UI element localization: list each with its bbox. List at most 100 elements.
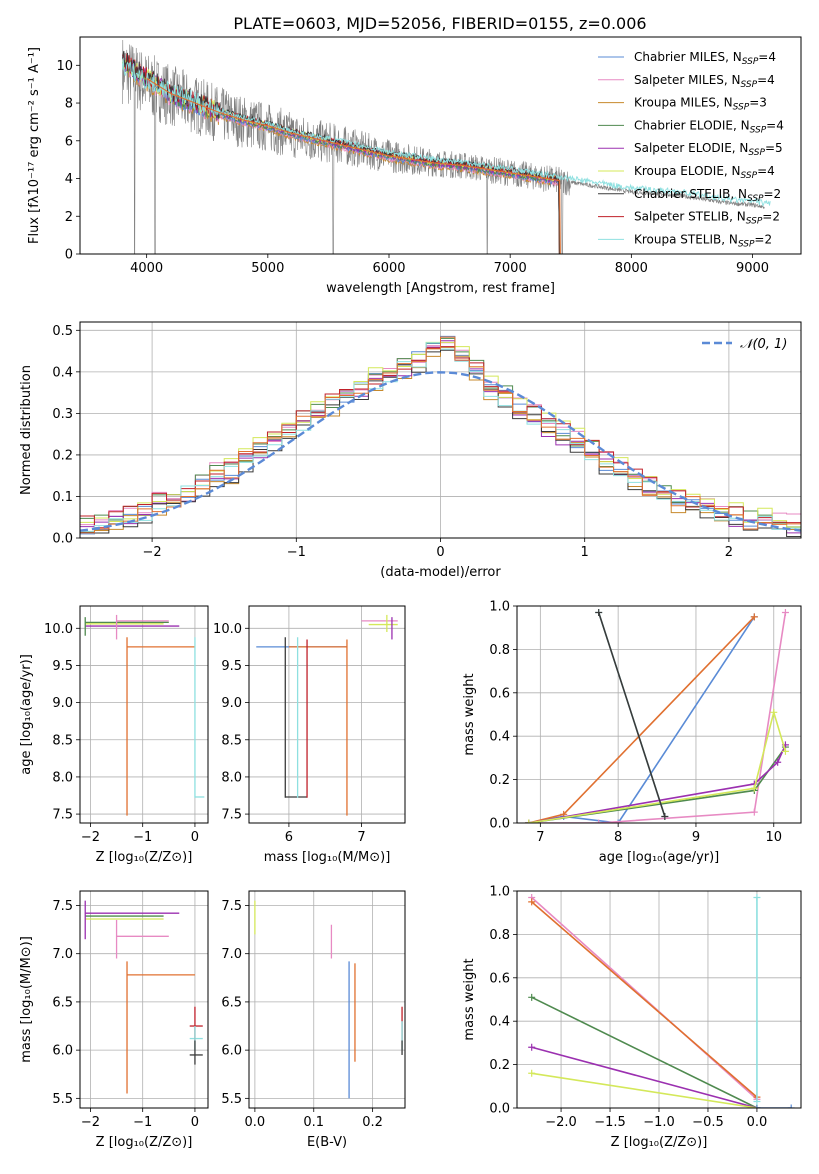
model-spectrum <box>121 59 563 254</box>
y-axis-label: mass [log₁₀(M/M⊙)] <box>19 936 34 1063</box>
weight-point <box>528 1069 536 1077</box>
x-tick-label: 10 <box>765 830 782 845</box>
weight-series-line <box>528 744 787 823</box>
legend-entry: Chabrier STELIB, NSSP=2 <box>634 187 781 204</box>
y-axis-label: mass weight <box>462 673 477 755</box>
model-spectrum-orange <box>146 78 564 254</box>
axes-frame <box>516 890 802 1109</box>
y-tick-label: 8.0 <box>221 770 242 785</box>
x-tick-label: −1.5 <box>594 1115 626 1130</box>
weight-series-line <box>531 901 758 1098</box>
axes-frame <box>248 890 406 1109</box>
legend-entry: Salpeter MILES, NSSP=4 <box>634 73 775 90</box>
legend-sub: SSP <box>742 57 759 67</box>
axes-frame <box>516 605 802 824</box>
weight-series-line <box>597 612 666 817</box>
axes-frame <box>79 605 209 824</box>
model-spectrum <box>122 54 563 254</box>
legend-suffix: =2 <box>754 232 772 246</box>
x-tick-label: 6000 <box>372 261 405 276</box>
legend-sub: SSP <box>746 217 763 227</box>
legend-sub: SSP <box>738 239 755 249</box>
legend-sub: SSP <box>748 148 765 158</box>
x-tick-label: 0 <box>191 1115 199 1130</box>
x-axis-label: E(B-V) <box>307 1135 347 1150</box>
observed-spectrum <box>122 39 765 254</box>
weight-point <box>661 812 669 820</box>
model-spectrum <box>121 53 563 254</box>
legend-entry: Chabrier MILES, NSSP=4 <box>634 50 776 67</box>
legend-suffix: =2 <box>762 210 780 224</box>
weight-series-line <box>531 1072 758 1108</box>
legend-sub: SSP <box>747 194 764 204</box>
legend-base: Salpeter MILES, N <box>634 73 741 87</box>
x-axis-label: Z [log₁₀(Z/Z⊙)] <box>611 1135 708 1150</box>
y-tick-label: 6.5 <box>52 995 73 1010</box>
x-tick-label: 6 <box>285 830 293 845</box>
weight-point <box>595 609 603 617</box>
panel-mass_vs_Z: −2 −1 0 5.5 6.0 6.5 7.0 7.5 Z [log₁₀(Z/Z⊙)] mass … <box>19 890 209 1150</box>
x-axis-label: wavelength [Angstrom, rest frame] <box>326 281 555 296</box>
normal-curve <box>80 371 801 532</box>
y-tick-label: 8.5 <box>52 733 73 748</box>
legend-entry: Salpeter ELODIE, NSSP=5 <box>634 141 783 158</box>
y-tick-label: 0.8 <box>489 928 510 943</box>
legend-base: Chabrier MILES, N <box>634 50 742 64</box>
x-tick-label: 0.2 <box>362 1115 383 1130</box>
panel-age_vs_mass: 6 7 7.5 8.0 8.5 9.0 9.5 10.0 mass [log₁₀(M/M⊙)] <box>213 605 406 865</box>
y-tick-label: 8.0 <box>52 770 73 785</box>
plot-area-residuals <box>80 335 801 537</box>
plot-area-mass_vs_Z <box>84 900 203 1094</box>
plot-area-spectrum <box>121 39 771 254</box>
model-spectrum <box>121 57 771 207</box>
y-tick-label: 1.0 <box>489 600 510 615</box>
y-tick-label: 8 <box>65 97 73 112</box>
x-axis-label: mass [log₁₀(M/M⊙)] <box>264 850 391 865</box>
legend-sub: SSP <box>750 125 767 135</box>
axes-frame <box>79 36 802 255</box>
y-tick-label: 0.8 <box>489 643 510 658</box>
panel-mass_vs_EBV: 0.0 0.1 0.2 5.5 6.0 6.5 7.0 7.5 E(B-V) <box>221 890 406 1150</box>
x-axis-label: (data-model)/error <box>380 565 501 580</box>
y-tick-label: 9.5 <box>221 659 242 674</box>
x-tick-label: 0 <box>191 830 199 845</box>
x-tick-label: 9000 <box>736 261 769 276</box>
x-tick-label: 2 <box>725 545 733 560</box>
y-tick-label: 6 <box>65 134 73 149</box>
y-tick-label: 10.0 <box>213 622 242 637</box>
normal-legend-label: 𝒩(0, 1) <box>740 337 787 352</box>
x-axis-label: Z [log₁₀(Z/Z⊙)] <box>96 850 193 865</box>
weight-point <box>781 609 789 617</box>
legend-base: Salpeter STELIB, N <box>634 210 746 224</box>
axes-frame <box>79 890 209 1109</box>
x-tick-label: 4000 <box>130 261 163 276</box>
x-tick-label: 5000 <box>251 261 284 276</box>
weight-point <box>753 1104 761 1108</box>
legend-sub: SSP <box>741 171 758 181</box>
weight-series-line <box>531 1046 758 1108</box>
plot-area-weight_vs_age <box>525 609 789 823</box>
weight-point <box>750 784 758 792</box>
model-spectrum <box>121 57 563 254</box>
legend-suffix: =3 <box>749 96 767 110</box>
x-tick-label: −1.0 <box>643 1115 675 1130</box>
legend-sub: SSP <box>741 80 758 90</box>
y-tick-label: 7.5 <box>221 899 242 914</box>
y-tick-label: 5.5 <box>52 1092 73 1107</box>
legend-base: Kroupa MILES, N <box>634 96 733 110</box>
y-tick-label: 0.0 <box>52 532 73 547</box>
y-tick-label: 7.5 <box>221 808 242 823</box>
weight-point <box>753 894 761 902</box>
y-tick-label: 0.1 <box>52 490 73 505</box>
legend-entry: Kroupa STELIB, NSSP=2 <box>634 232 772 249</box>
x-tick-label: 7 <box>536 830 544 845</box>
legend-base: Salpeter ELODIE, N <box>634 141 748 155</box>
plot-area-weight_vs_Z <box>528 894 795 1108</box>
y-tick-label: 0.4 <box>489 1015 510 1030</box>
weight-point <box>528 1043 536 1051</box>
y-tick-label: 6.5 <box>221 995 242 1010</box>
y-tick-label: 7.0 <box>52 947 73 962</box>
y-tick-label: 1.0 <box>489 885 510 900</box>
panel-age_vs_Z: −2 −1 0 7.5 8.0 8.5 9.0 9.5 10.0 Z [log₁₀(Z/Z⊙)] a… <box>19 605 209 865</box>
